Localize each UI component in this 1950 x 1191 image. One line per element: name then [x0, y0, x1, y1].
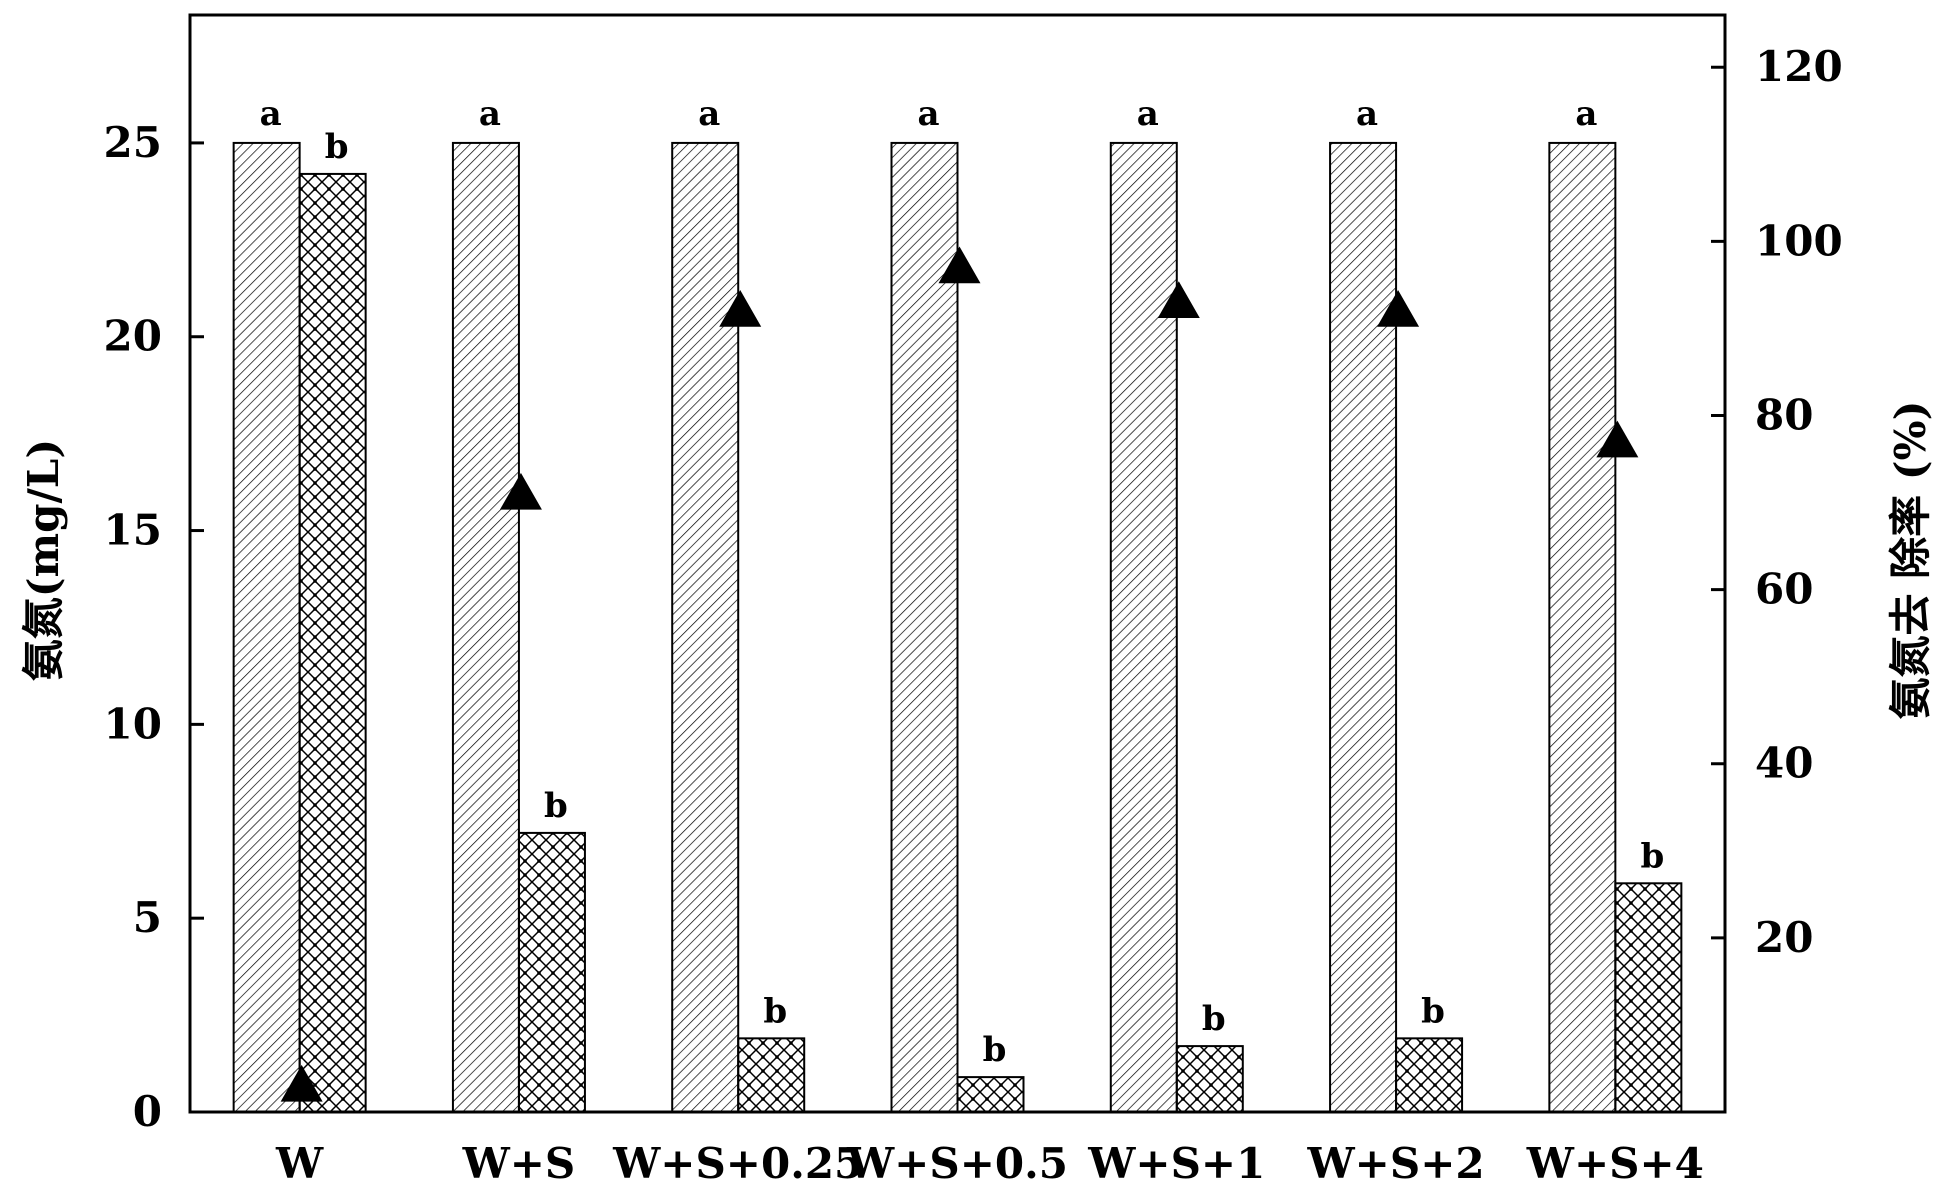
sig-label-series1-0: a	[260, 94, 282, 134]
bar-series2-2	[737, 1037, 806, 1114]
sig-label-series1-3: a	[917, 94, 939, 134]
sig-label-series1-6: a	[1575, 94, 1597, 134]
bar-series2-4	[1175, 1045, 1244, 1113]
y-tick-label-4: 20	[104, 312, 162, 361]
y2-tick-label-0: 20	[1755, 913, 1813, 962]
bar-series2-6	[1614, 882, 1683, 1113]
bar-series2-5	[1395, 1037, 1464, 1114]
sig-label-series2-6: b	[1640, 836, 1664, 876]
y2-tick-label-5: 120	[1755, 42, 1843, 91]
y-tick-label-1: 5	[133, 893, 162, 942]
bars-layer	[232, 141, 1683, 1114]
bar-series1-0	[232, 141, 301, 1114]
triangle-marker-2	[719, 290, 762, 327]
bar-series2-3	[956, 1076, 1025, 1113]
y2-tick-label-4: 100	[1755, 216, 1843, 265]
y2-tick-label-1: 40	[1755, 739, 1813, 788]
x-tick-label-1: W+S	[462, 1139, 576, 1188]
triangle-marker-4	[1157, 281, 1200, 319]
sig-label-series1-1: a	[479, 94, 501, 134]
sig-label-series1-4: a	[1137, 94, 1159, 134]
triangle-marker-0	[280, 1064, 323, 1102]
x-tick-label-4: W+S+1	[1087, 1139, 1265, 1188]
y2-tick-label-3: 80	[1755, 390, 1813, 439]
sig-label-series2-0: b	[325, 127, 349, 167]
triangle-marker-6	[1596, 420, 1639, 458]
sig-label-series2-2: b	[763, 991, 787, 1031]
y2-tick-label-2: 60	[1755, 565, 1813, 614]
triangle-marker-3	[938, 246, 981, 284]
triangle-marker-1	[499, 472, 542, 510]
x-tick-label-6: W+S+4	[1526, 1139, 1704, 1188]
y2-axis-title: 氨氮去 除率 (%)	[1886, 401, 1935, 720]
bar-series1-5	[1329, 141, 1398, 1114]
x-axis: W W+S W+S+0.25W+S+0.5 W+S+1 W+S+2 W+S+4	[275, 1139, 1704, 1188]
y-tick-label-0: 0	[133, 1087, 162, 1136]
x-tick-label-3: W+S+0.5	[846, 1139, 1068, 1188]
y-tick-label-3: 15	[104, 506, 162, 555]
x-tick-label-0: W	[275, 1139, 324, 1188]
y-tick-label-2: 10	[104, 699, 162, 748]
right-axis: 20 40 60 80 100 120	[1711, 42, 1843, 962]
sig-label-series2-5: b	[1421, 991, 1445, 1031]
sig-label-series1-5: a	[1356, 94, 1378, 134]
significance-labels: a b a b a b a b a b a b a b	[260, 94, 1665, 1070]
bar-series2-1	[517, 831, 586, 1113]
sig-label-series2-3: b	[983, 1030, 1007, 1070]
bar-series1-4	[1109, 141, 1178, 1114]
markers-layer	[280, 246, 1639, 1102]
x-tick-label-5: W+S+2	[1307, 1139, 1485, 1188]
left-axis: 0 5 10 15 20 25	[104, 118, 204, 1136]
sig-label-series2-1: b	[544, 786, 568, 826]
bar-series2-0	[298, 172, 367, 1113]
y-axis-title: 氨氮(mg/L)	[19, 439, 68, 681]
bar-series1-6	[1548, 141, 1617, 1114]
x-tick-label-2: W+S+0.25	[612, 1139, 863, 1188]
y-tick-label-5: 25	[104, 118, 162, 167]
triangle-marker-5	[1377, 290, 1420, 327]
sig-label-series1-2: a	[698, 94, 720, 134]
sig-label-series2-4: b	[1202, 999, 1226, 1039]
bar-series1-2	[671, 141, 740, 1114]
bar-series1-1	[451, 141, 520, 1114]
bar-series1-3	[890, 141, 959, 1114]
